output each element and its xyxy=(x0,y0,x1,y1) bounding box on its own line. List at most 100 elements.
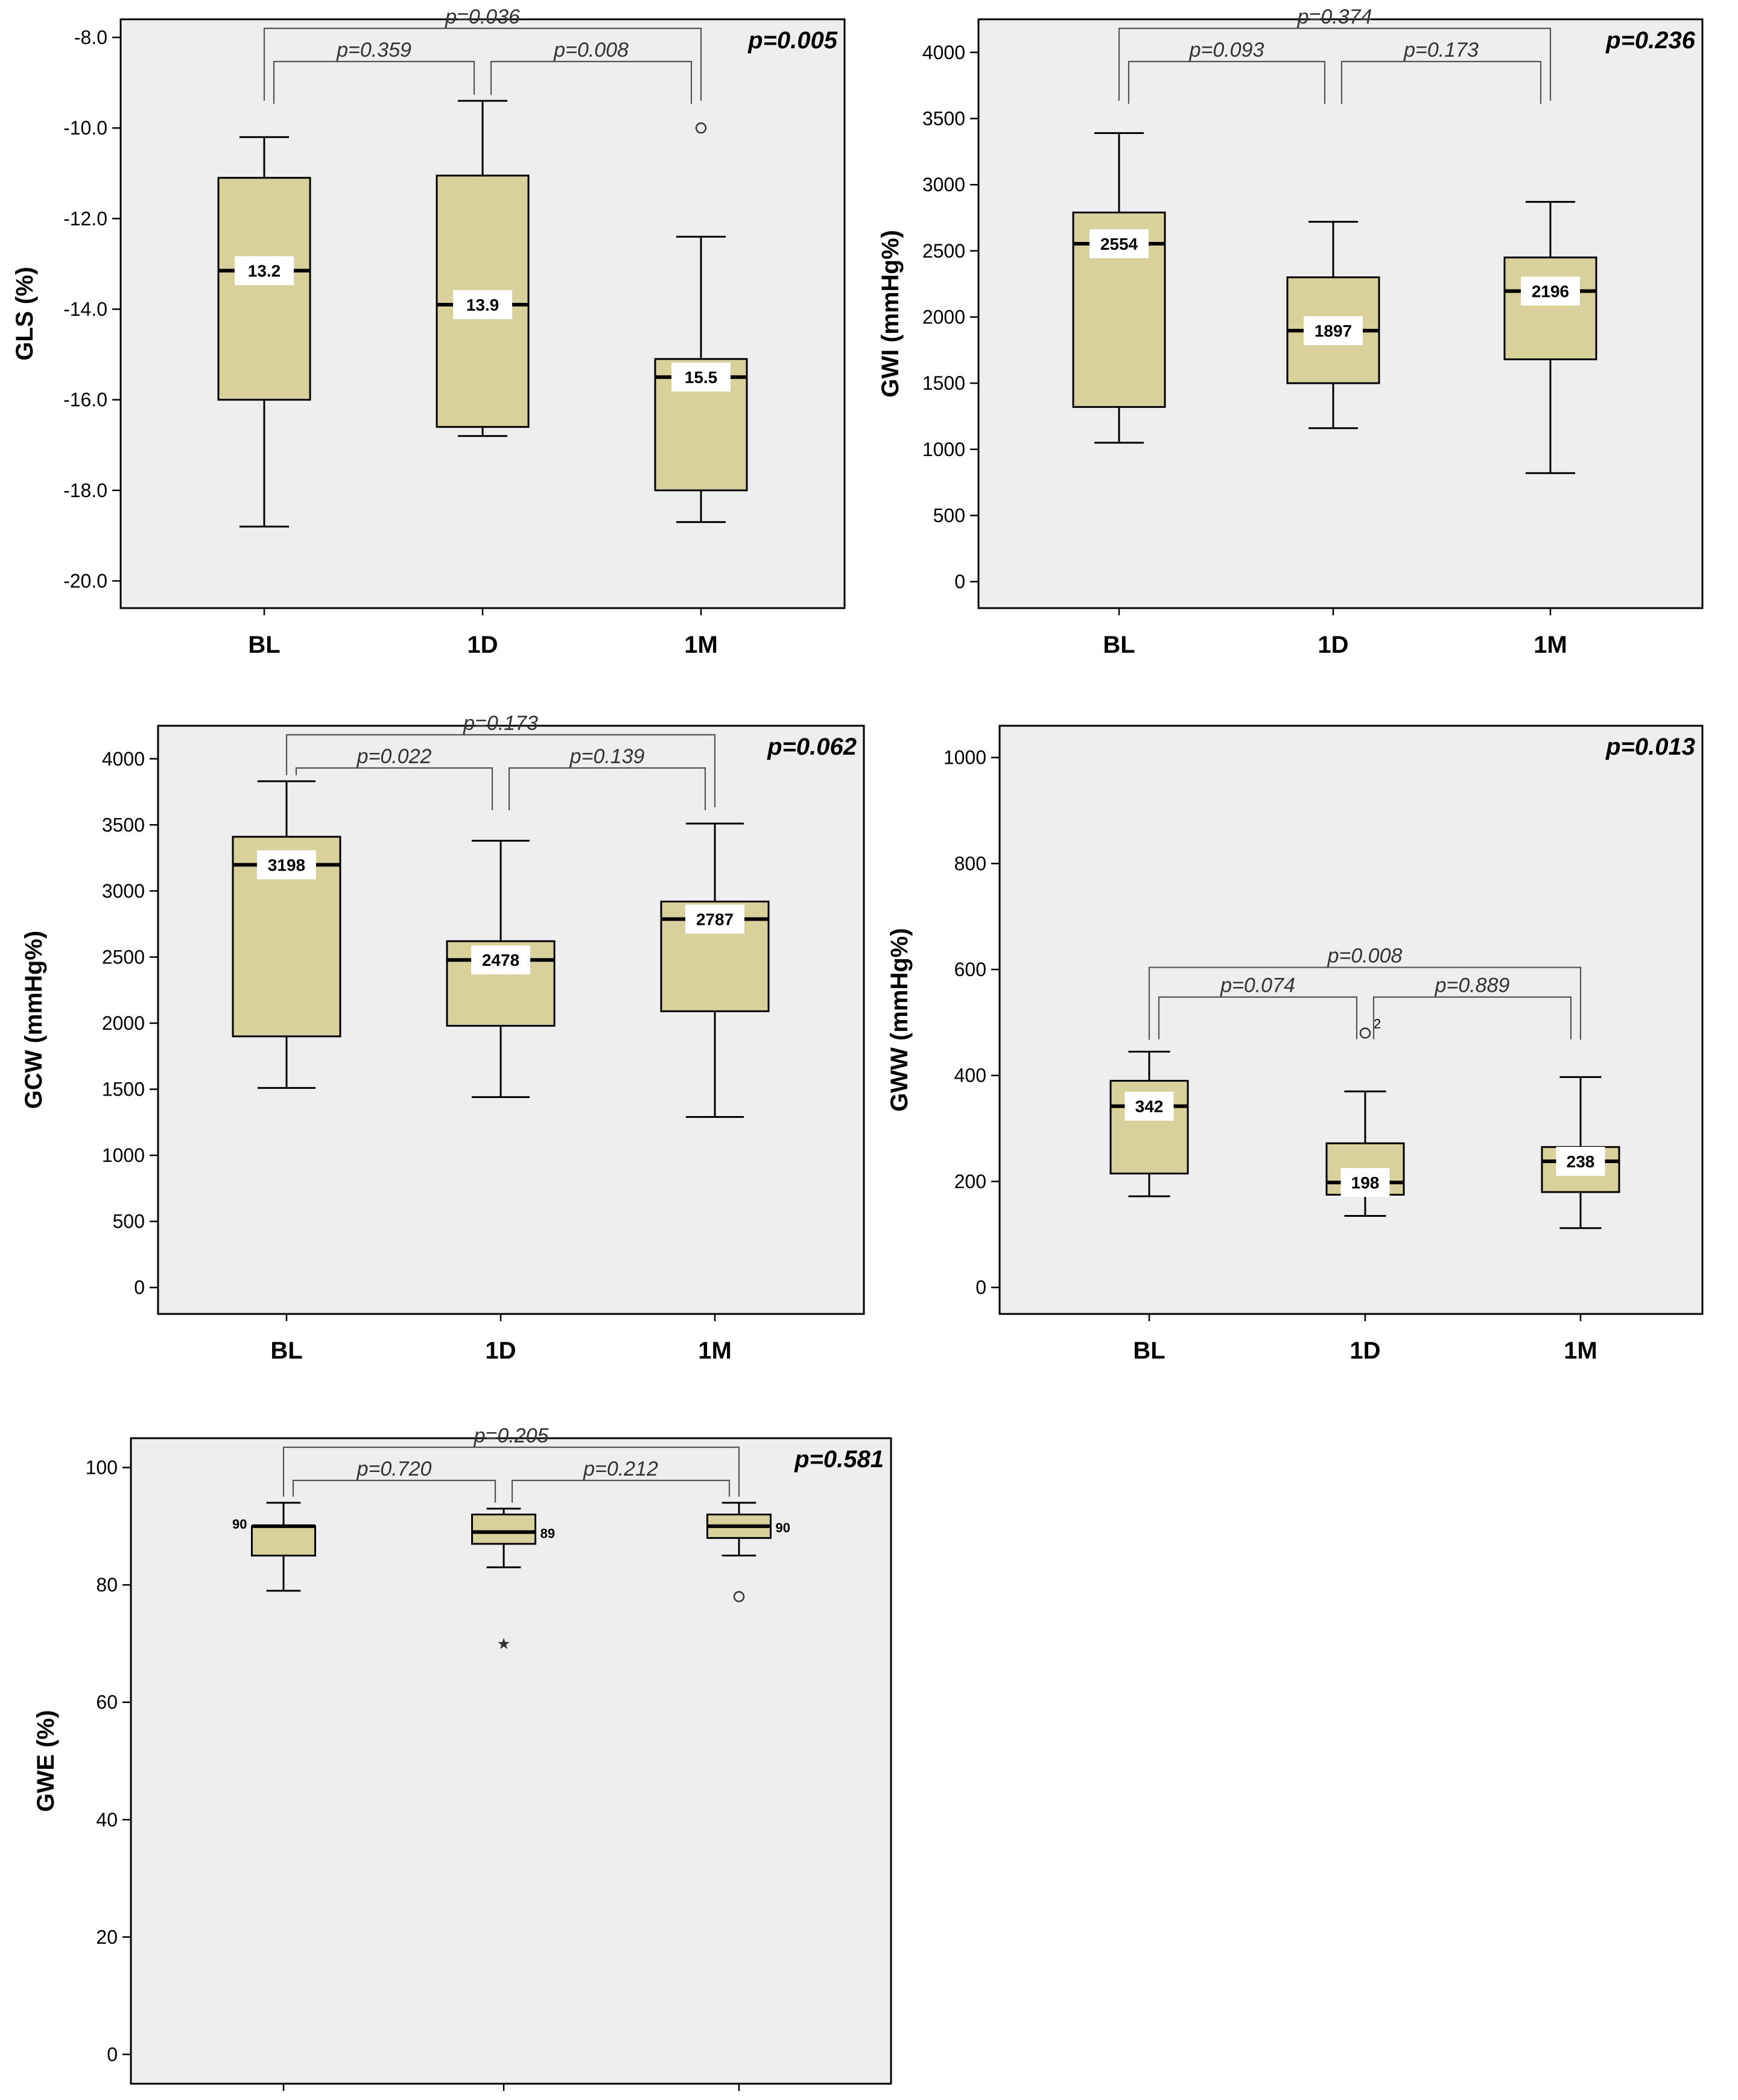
gls-comparison-p: p=0.359 xyxy=(336,39,411,62)
gww-ytick-label: 600 xyxy=(954,959,986,980)
gww-median-label-bg xyxy=(1124,1091,1174,1121)
gcw-category-label: BL xyxy=(270,1337,302,1364)
gcw-ytick-label: 2500 xyxy=(102,946,145,968)
gcw-ytick-label: 0 xyxy=(134,1277,145,1298)
gls-median-label: 15.5 xyxy=(685,368,718,387)
gls-category-label: 1M xyxy=(684,632,718,658)
gls-median-label: 13.2 xyxy=(248,262,281,281)
gls-ytick-label: -10.0 xyxy=(63,117,107,139)
gcw-median-label-bg xyxy=(685,904,744,934)
gls-median-label-bg xyxy=(671,363,731,392)
gww-median-label: 342 xyxy=(1135,1097,1164,1116)
gcw-y-axis-label: GCW (mmHg%) xyxy=(21,931,47,1109)
gwe-y-axis-label: GWE (%) xyxy=(33,1710,59,1812)
gwe-comparison-p: p=0.720 xyxy=(357,1458,432,1480)
gwi-overall-p: p=0.236 xyxy=(1605,27,1696,54)
gwi-comparison-bracket xyxy=(1127,60,1326,104)
chart-gwi: 0 500 1000 1500 2000 2500 3000 3500 4000 BL 1D 1M GW… xyxy=(877,5,1704,658)
gls-median-label: 13.9 xyxy=(466,296,500,314)
gww-overall-p: p=0.013 xyxy=(1605,734,1695,760)
gwe-ytick-label: 80 xyxy=(96,1574,118,1596)
gwi-category-label: 1D xyxy=(1318,632,1348,658)
gcw-category-label: 1M xyxy=(698,1337,732,1364)
gwe-comparison-bracket xyxy=(292,1479,496,1503)
gww-comparison-bracket xyxy=(1372,996,1572,1039)
gls-comparison-bracket xyxy=(490,60,693,104)
gcw-comparison-bracket xyxy=(295,767,493,810)
gwe-median-label: 89 xyxy=(541,1526,555,1541)
gls-median-label-bg xyxy=(453,290,512,319)
gwi-ytick-label: 4000 xyxy=(922,42,965,63)
gww-category-label: 1M xyxy=(1564,1337,1597,1364)
gls-ytick-label: -14.0 xyxy=(63,298,107,320)
gwi-ytick-label: 3500 xyxy=(922,107,965,129)
gww-ytick-label: 400 xyxy=(954,1065,986,1086)
gwi-ytick-label: 1000 xyxy=(922,439,965,460)
gls-y-axis-label: GLS (%) xyxy=(11,267,38,361)
gwi-comparison-bracket xyxy=(1340,60,1542,104)
gwe-outlier-circle xyxy=(733,1591,745,1602)
gwe-comparison-bracket xyxy=(511,1479,731,1503)
gls-median-label-bg xyxy=(235,256,294,285)
gww-category-label: BL xyxy=(1133,1337,1165,1364)
gwi-box-1m xyxy=(1503,256,1597,361)
gww-plot-area xyxy=(998,725,1704,1315)
gwe-ytick-label: 20 xyxy=(96,1926,118,1948)
gwe-comparison-p: p=0.205 xyxy=(474,1424,549,1447)
gcw-ytick-label: 1500 xyxy=(102,1079,145,1100)
chart-gwe: 020406080100BL1D1MGWE (%)908990★p=0.720p… xyxy=(33,1424,892,2091)
gwi-comparison-p: p=0.173 xyxy=(1403,39,1479,62)
gww-comparison-bracket xyxy=(1158,996,1358,1039)
gwe-comparison-p: p=0.212 xyxy=(583,1458,658,1480)
gwe-overall-p: p=0.581 xyxy=(794,1446,884,1473)
gls-overall-p: p=0.005 xyxy=(747,27,838,54)
gww-y-axis-label: GWW (mmHg%) xyxy=(886,928,913,1111)
gwi-ytick-label: 500 xyxy=(933,504,965,526)
gwe-comparison-bracket xyxy=(282,1446,740,1497)
gcw-ytick-label: 3500 xyxy=(102,814,145,836)
gwi-ytick-label: 0 xyxy=(954,571,965,592)
gwi-median-label: 1897 xyxy=(1315,322,1352,340)
gls-ytick-label: -18.0 xyxy=(63,480,107,501)
gcw-comparison-p: p=0.139 xyxy=(569,745,645,768)
gwi-ytick-label: 1500 xyxy=(922,372,965,394)
gww-comparison-p: p=0.889 xyxy=(1435,974,1510,997)
gls-outlier-circle xyxy=(695,122,707,134)
gww-comparison-bracket xyxy=(1148,966,1582,1040)
gls-ytick-label: -16.0 xyxy=(63,389,107,411)
gww-median-label-bg xyxy=(1340,1168,1390,1198)
gwe-ytick-label: 60 xyxy=(96,1692,118,1713)
gls-ytick-label: -8.0 xyxy=(74,27,107,48)
gcw-median-label-bg xyxy=(257,850,316,880)
gwe-outlier-star: ★ xyxy=(496,1634,510,1652)
gcw-category-label: 1D xyxy=(485,1337,516,1364)
gls-box-1d xyxy=(436,174,530,428)
gwi-comparison-bracket xyxy=(1118,27,1552,101)
gww-category-label: 1D xyxy=(1349,1337,1380,1364)
gcw-comparison-bracket xyxy=(285,734,716,807)
chart-gcw: 0 500 1000 1500 2000 2500 3000 3500 4000 BL 1D 1M GC… xyxy=(21,712,865,1364)
gls-category-label: 1D xyxy=(467,632,498,658)
chart-gls: -8.0 -10.0 -12.0 -14.0 -16.0 -18.0 -20.0 BL 1D 1M… xyxy=(11,5,846,658)
gwi-median-label: 2554 xyxy=(1100,235,1138,253)
gcw-ytick-label: 500 xyxy=(113,1211,145,1232)
gwi-median-label-bg xyxy=(1521,276,1580,306)
gww-ytick-label: 0 xyxy=(975,1277,986,1298)
gls-comparison-bracket xyxy=(263,27,702,101)
gls-box-bl xyxy=(217,177,311,401)
gcw-comparison-p: p=0.173 xyxy=(463,712,538,735)
gwi-category-label: 1M xyxy=(1533,632,1567,658)
gww-median-label: 238 xyxy=(1567,1152,1595,1171)
gwi-comparison-p: p=0.374 xyxy=(1297,5,1372,28)
gww-outlier-label: 2 xyxy=(1374,1016,1381,1031)
gww-ytick-label: 800 xyxy=(954,852,986,874)
gwi-median-label-bg xyxy=(1304,316,1363,346)
gwi-ytick-label: 3000 xyxy=(922,174,965,195)
gwe-median-label: 90 xyxy=(776,1520,790,1535)
gcw-median-label: 2787 xyxy=(696,910,734,929)
gls-comparison-p: p=0.008 xyxy=(553,39,629,62)
gww-median-label-bg xyxy=(1556,1147,1605,1176)
gwe-ytick-label: 40 xyxy=(96,1809,118,1830)
gcw-overall-p: p=0.062 xyxy=(767,734,857,760)
